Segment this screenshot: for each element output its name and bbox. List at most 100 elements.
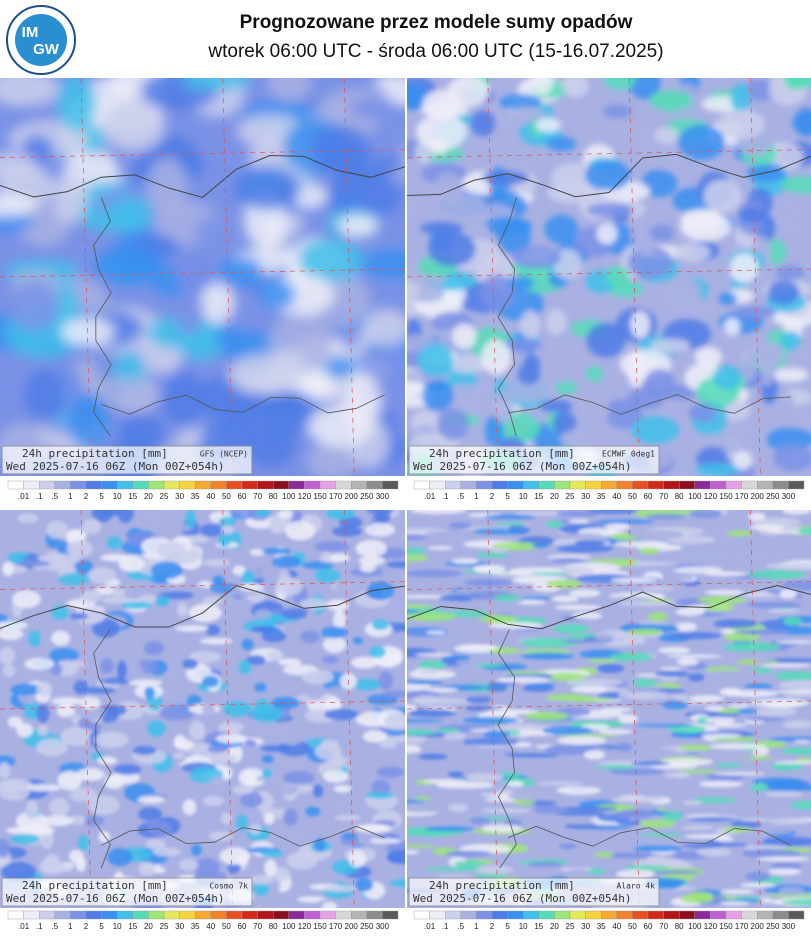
- precip-patch: [790, 801, 811, 810]
- scale-cell: [148, 910, 165, 920]
- precip-patch: [527, 861, 563, 868]
- scale-label: 250: [766, 922, 780, 931]
- precip-patch: [627, 245, 673, 279]
- precip-patch: [25, 800, 38, 820]
- precip-patch: [61, 317, 115, 347]
- precip-patch: [0, 781, 30, 801]
- precip-patch: [776, 203, 807, 232]
- border: [101, 394, 385, 415]
- scale-cell: [460, 910, 477, 920]
- scale-cell: [101, 480, 118, 490]
- precip-patch: [545, 308, 567, 336]
- precip-patch: [51, 630, 71, 646]
- precip-patch: [716, 763, 743, 768]
- caption-model: Alaro 4k: [616, 882, 655, 891]
- precip-patch: [484, 415, 505, 448]
- scale-label: 5: [505, 492, 510, 501]
- precip-patch: [623, 865, 671, 870]
- precip-patch: [556, 785, 602, 795]
- scale-cell: [757, 480, 774, 490]
- precip-patch: [264, 859, 278, 877]
- precip-patch: [202, 596, 224, 606]
- scale-label: .5: [457, 492, 464, 501]
- precip-patch: [585, 366, 604, 382]
- precip-patch: [132, 746, 157, 756]
- scale-cell: [288, 910, 305, 920]
- precip-patch: [452, 323, 477, 349]
- precip-patch: [626, 628, 664, 636]
- precip-patch: [704, 717, 736, 725]
- precip-patch: [611, 796, 664, 803]
- scale-label: 100: [282, 492, 296, 501]
- graticule: [487, 78, 499, 476]
- scale-label: .1: [442, 492, 449, 501]
- scale-label: 150: [313, 492, 327, 501]
- scale-cell: [132, 910, 149, 920]
- precip-patch: [348, 849, 367, 868]
- precip-patch: [443, 732, 466, 741]
- precip-patch: [749, 517, 802, 526]
- precip-patch: [610, 577, 658, 583]
- scale-label: .01: [424, 492, 436, 501]
- precip-patch: [483, 514, 536, 520]
- scale-cell: [523, 910, 540, 920]
- precip-patch: [437, 408, 470, 441]
- precip-patch: [283, 770, 315, 785]
- precip-patch: [766, 239, 787, 265]
- precip-patch: [481, 824, 523, 833]
- scale-label: 60: [238, 492, 247, 501]
- precip-patch: [369, 837, 402, 844]
- scale-cell: [523, 480, 540, 490]
- precip-patch: [153, 867, 166, 874]
- caption-label: 24h precipitation [mm]: [429, 447, 575, 460]
- scale-label: 60: [644, 492, 653, 501]
- precip-patch: [245, 655, 266, 665]
- precip-patch: [156, 541, 187, 558]
- precip-patch: [748, 570, 806, 580]
- precip-patch: [338, 516, 363, 528]
- precip-patch: [558, 843, 577, 850]
- precip-patch: [418, 660, 447, 669]
- border: [93, 197, 112, 437]
- precip-patch: [780, 176, 811, 194]
- scale-cell: [304, 910, 321, 920]
- precip-patch: [124, 581, 150, 595]
- scale-label: 25: [160, 492, 169, 501]
- precip-patch: [511, 245, 562, 269]
- scale-cell: [460, 480, 477, 490]
- precip-patch: [182, 658, 199, 670]
- precip-patch: [185, 510, 196, 529]
- precip-patch: [100, 658, 114, 674]
- caption-date: Wed 2025-07-16 06Z (Mon 00Z+054h): [413, 892, 632, 905]
- scale-label: 2: [490, 492, 495, 501]
- precip-patch: [218, 533, 231, 548]
- precip-patch: [260, 745, 292, 752]
- precip-patch: [376, 766, 405, 778]
- scale-label: 15: [534, 492, 543, 501]
- precip-patch: [71, 358, 100, 380]
- map-field: 24h precipitation [mm] GFS (NCEP)Wed 2025…: [0, 78, 405, 476]
- precip-patch: [428, 231, 476, 267]
- precip-patch: [254, 510, 272, 517]
- precip-patch: [322, 885, 357, 893]
- precip-patch: [687, 673, 705, 682]
- precip-patch: [564, 697, 614, 702]
- precip-patch: [489, 547, 508, 553]
- precip-patch: [520, 310, 541, 340]
- graticule: [407, 700, 811, 710]
- precip-patch: [586, 322, 626, 358]
- precip-patch: [797, 527, 811, 534]
- precip-patch: [666, 535, 716, 544]
- precip-patch: [447, 803, 469, 812]
- scale-label: 50: [222, 492, 231, 501]
- scale-label: 5: [99, 922, 104, 931]
- precip-patch: [0, 838, 11, 858]
- precip-patch: [362, 308, 405, 346]
- scale-cell: [116, 910, 133, 920]
- precip-patch: [218, 516, 237, 527]
- scale-cell: [507, 480, 524, 490]
- graticule: [487, 510, 499, 908]
- precip-patch: [10, 683, 43, 696]
- precip-patch: [617, 690, 676, 700]
